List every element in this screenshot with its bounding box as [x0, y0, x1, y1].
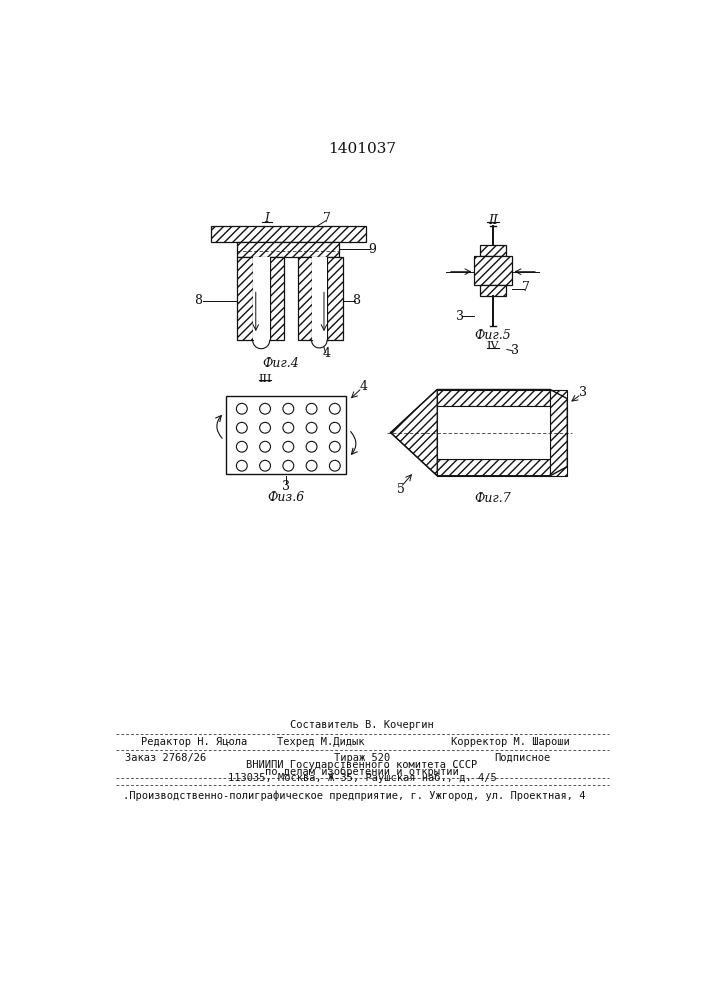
Bar [237, 242, 339, 257]
Text: Фиг.7: Фиг.7 [474, 492, 511, 505]
Bar [226, 396, 346, 474]
Text: III: III [258, 374, 271, 384]
Text: 4: 4 [359, 380, 368, 393]
Bar [270, 257, 284, 340]
Text: Физ.6: Физ.6 [267, 491, 305, 504]
Text: Фиг.4: Фиг.4 [262, 357, 299, 370]
Text: Фиг.5: Фиг.5 [474, 329, 511, 342]
Text: 4: 4 [322, 347, 330, 360]
Text: 3: 3 [579, 386, 587, 399]
Text: 3: 3 [282, 480, 290, 493]
Bar [327, 257, 343, 340]
Bar [437, 389, 550, 406]
Bar [312, 257, 327, 340]
Text: 9: 9 [368, 243, 376, 256]
Text: .Производственно-полиграфическое предприятие, г. Ужгород, ул. Проектная, 4: .Производственно-полиграфическое предпри… [123, 791, 586, 801]
Text: Тираж 520: Тираж 520 [334, 753, 390, 763]
Text: 8: 8 [194, 294, 202, 307]
Text: Редактор Н. Яцола: Редактор Н. Яцола [141, 737, 247, 747]
Text: по делам изобретений и открытий: по делам изобретений и открытий [265, 766, 459, 777]
Text: 3: 3 [510, 344, 519, 358]
Polygon shape [391, 389, 437, 476]
Text: Корректор М. Шароши: Корректор М. Шароши [451, 737, 570, 747]
Bar [474, 256, 512, 285]
Text: 5: 5 [397, 483, 404, 496]
Bar [252, 257, 270, 340]
Bar [298, 257, 312, 340]
Bar [237, 257, 252, 340]
Bar [480, 285, 506, 296]
Text: 3: 3 [457, 310, 464, 323]
Text: Подписное: Подписное [494, 753, 551, 763]
Text: -: - [224, 737, 230, 747]
Text: 8: 8 [353, 294, 361, 307]
Text: I: I [264, 212, 269, 225]
Text: 7: 7 [323, 212, 331, 225]
Text: 1401037: 1401037 [328, 142, 396, 156]
Text: Техред М.Дидык: Техред М.Дидык [277, 737, 365, 747]
Bar [437, 406, 550, 459]
Text: II: II [488, 214, 498, 227]
Bar [480, 245, 506, 256]
Text: Заказ 2768/26: Заказ 2768/26 [125, 753, 206, 763]
Bar [437, 459, 550, 476]
Text: Составитель В. Кочергин: Составитель В. Кочергин [290, 720, 434, 730]
Text: IV: IV [486, 341, 499, 351]
Bar [211, 226, 366, 242]
Text: ВНИИПИ Государственного комитета СССР: ВНИИПИ Государственного комитета СССР [246, 760, 477, 770]
Text: 113035, Москва, Ж-35, Раушская наб., д. 4/5: 113035, Москва, Ж-35, Раушская наб., д. … [228, 773, 496, 783]
Text: 7: 7 [522, 281, 530, 294]
Bar [550, 389, 567, 476]
